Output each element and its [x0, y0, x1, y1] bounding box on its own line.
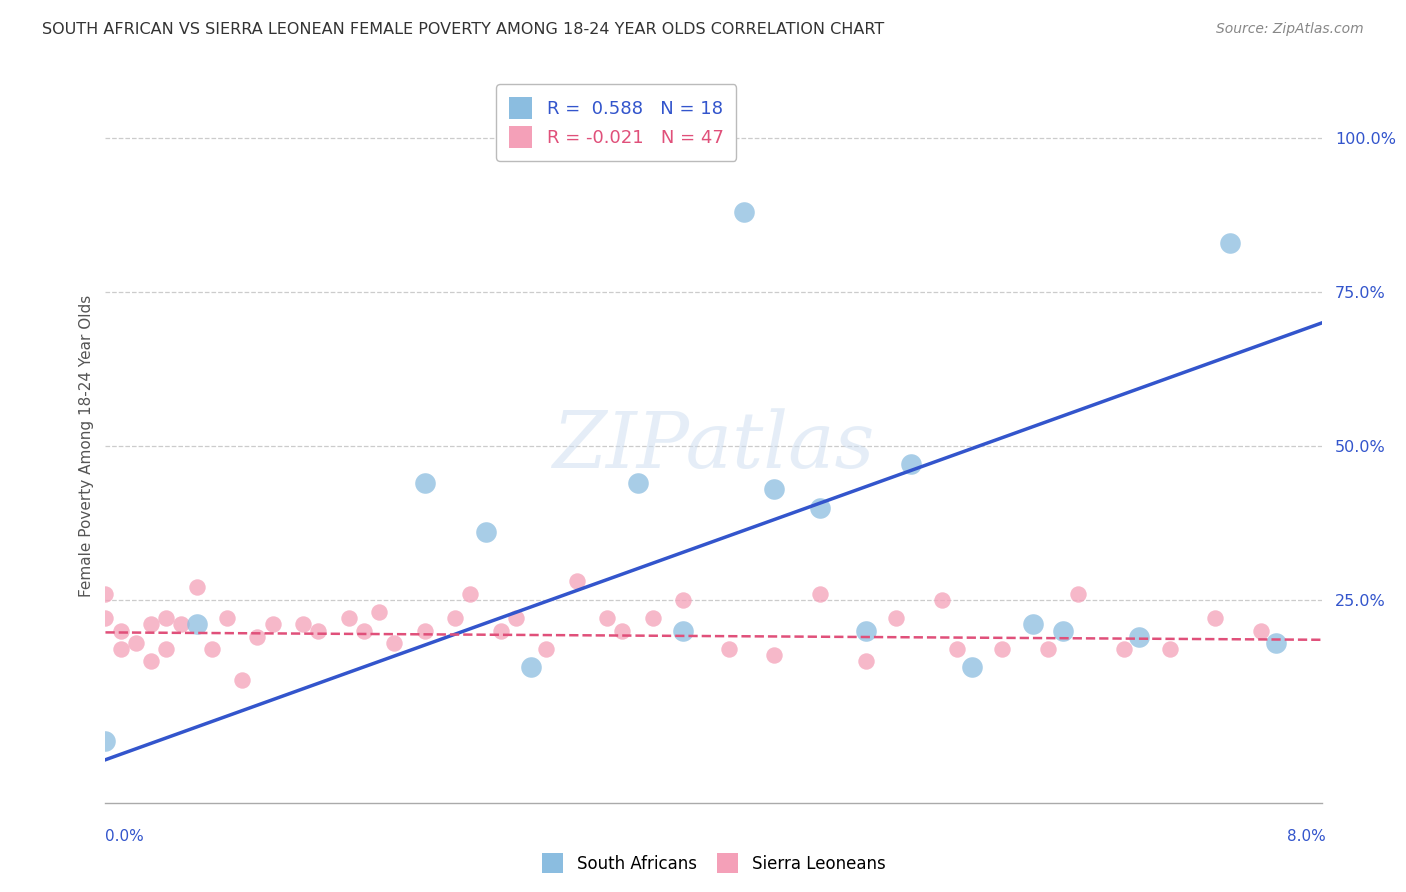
Point	[201, 642, 224, 657]
Text: ZIPatlas: ZIPatlas	[553, 408, 875, 484]
Point	[1128, 630, 1150, 644]
Point	[368, 605, 391, 619]
Point	[855, 654, 877, 668]
Point	[337, 611, 360, 625]
Point	[186, 581, 208, 595]
Point	[155, 611, 177, 625]
Point	[1204, 611, 1226, 625]
Point	[855, 624, 877, 638]
Point	[246, 630, 269, 644]
Point	[536, 642, 558, 657]
Point	[94, 611, 117, 625]
Legend: South Africans, Sierra Leoneans: South Africans, Sierra Leoneans	[536, 847, 891, 880]
Point	[612, 624, 634, 638]
Point	[292, 617, 315, 632]
Point	[991, 642, 1014, 657]
Point	[641, 611, 664, 625]
Point	[808, 500, 831, 515]
Point	[125, 636, 148, 650]
Point	[1250, 624, 1272, 638]
Y-axis label: Female Poverty Among 18-24 Year Olds: Female Poverty Among 18-24 Year Olds	[79, 295, 94, 597]
Point	[763, 648, 786, 662]
Point	[520, 660, 543, 674]
Point	[262, 617, 284, 632]
Point	[94, 734, 117, 748]
Point	[155, 642, 177, 657]
Point	[808, 587, 831, 601]
Point	[945, 642, 967, 657]
Point	[170, 617, 193, 632]
Point	[1067, 587, 1090, 601]
Point	[717, 642, 740, 657]
Point	[884, 611, 907, 625]
Text: 0.0%: 0.0%	[105, 830, 145, 844]
Point	[1265, 636, 1288, 650]
Point	[444, 611, 467, 625]
Point	[565, 574, 588, 589]
Text: Source: ZipAtlas.com: Source: ZipAtlas.com	[1216, 22, 1364, 37]
Point	[217, 611, 239, 625]
Point	[960, 660, 983, 674]
Point	[1112, 642, 1135, 657]
Point	[413, 475, 436, 490]
Point	[382, 636, 405, 650]
Point	[733, 205, 755, 219]
Point	[596, 611, 619, 625]
Point	[931, 592, 953, 607]
Point	[1052, 624, 1074, 638]
Point	[307, 624, 329, 638]
Point	[672, 592, 695, 607]
Point	[1219, 235, 1241, 250]
Point	[110, 624, 132, 638]
Point	[626, 475, 648, 490]
Point	[139, 654, 162, 668]
Point	[672, 624, 695, 638]
Point	[505, 611, 527, 625]
Point	[110, 642, 132, 657]
Point	[489, 624, 512, 638]
Point	[139, 617, 162, 632]
Point	[231, 673, 253, 687]
Text: 8.0%: 8.0%	[1286, 830, 1326, 844]
Text: SOUTH AFRICAN VS SIERRA LEONEAN FEMALE POVERTY AMONG 18-24 YEAR OLDS CORRELATION: SOUTH AFRICAN VS SIERRA LEONEAN FEMALE P…	[42, 22, 884, 37]
Point	[1022, 617, 1045, 632]
Point	[458, 587, 481, 601]
Point	[474, 525, 496, 540]
Point	[186, 617, 208, 632]
Point	[413, 624, 436, 638]
Point	[1036, 642, 1059, 657]
Point	[94, 587, 117, 601]
Point	[763, 482, 786, 496]
Point	[353, 624, 375, 638]
Point	[900, 458, 922, 472]
Point	[1159, 642, 1181, 657]
